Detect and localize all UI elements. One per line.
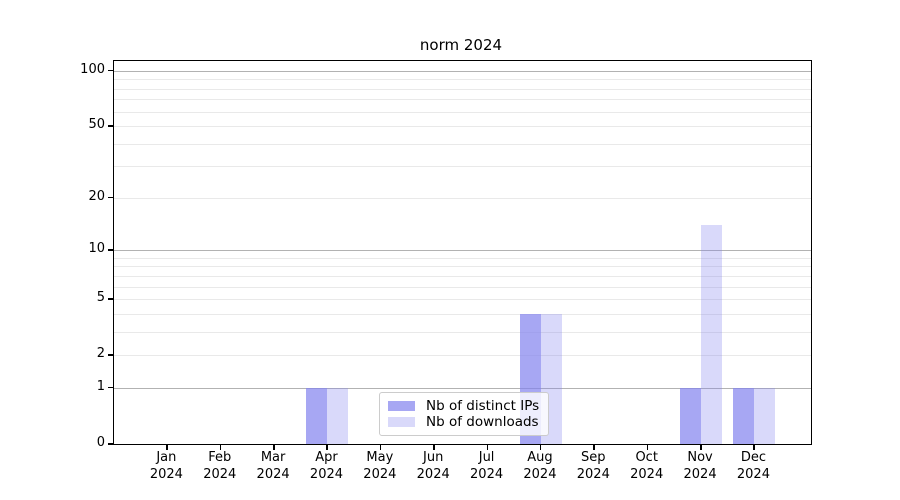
x-tick-mark <box>326 444 328 450</box>
y-tick-label: 5 <box>96 290 105 306</box>
x-tick-mark <box>753 444 755 450</box>
x-tick-year: 2024 <box>363 466 397 482</box>
y-tick-label: 0 <box>96 435 105 450</box>
legend-label: Nb of downloads <box>426 414 539 430</box>
y-tick-mark <box>108 69 113 72</box>
minor-gridline <box>114 126 811 128</box>
x-tick-mark <box>433 444 435 450</box>
x-tick-month: Sep <box>581 450 606 465</box>
x-tick-month: Oct <box>635 450 658 465</box>
x-tick-month: Apr <box>315 450 338 465</box>
legend-row: Nb of distinct IPs <box>388 398 539 414</box>
x-tick-label: Sep 2024 <box>558 450 628 484</box>
bar-downloads <box>327 387 349 444</box>
y-tick-label: 1 <box>96 378 105 394</box>
bar-downloads <box>701 225 723 444</box>
y-tick-label: 10 <box>88 241 105 257</box>
x-tick-label: Apr 2024 <box>291 450 361 484</box>
x-tick-month: Jul <box>478 450 495 465</box>
x-tick-month: Dec <box>740 450 766 465</box>
minor-gridline <box>114 257 811 259</box>
x-tick-mark <box>700 444 702 450</box>
bar-distinct-ips <box>733 387 755 444</box>
x-tick-year: 2024 <box>203 466 237 482</box>
minor-gridline <box>114 111 811 113</box>
x-tick-label: Nov 2024 <box>665 450 735 484</box>
x-tick-mark <box>379 444 382 450</box>
legend-row: Nb of downloads <box>388 414 539 430</box>
minor-gridline <box>114 99 811 101</box>
y-tick-mark <box>108 196 113 199</box>
major-gridline <box>114 250 811 252</box>
x-tick-month: Feb <box>208 450 232 465</box>
x-tick-mark <box>646 444 649 450</box>
x-tick-label: Oct 2024 <box>612 450 682 484</box>
minor-gridline <box>114 331 811 333</box>
x-tick-mark <box>539 444 542 450</box>
bar-distinct-ips <box>306 387 328 444</box>
minor-gridline <box>114 197 811 199</box>
major-gridline <box>114 70 811 72</box>
minor-gridline <box>114 286 811 288</box>
x-tick-year: 2024 <box>630 466 664 482</box>
y-tick-label: 2 <box>96 346 105 362</box>
x-tick-month: Nov <box>687 450 713 465</box>
x-tick-year: 2024 <box>576 466 610 482</box>
bar-distinct-ips <box>680 387 702 444</box>
minor-gridline <box>114 143 811 145</box>
x-tick-month: May <box>366 450 394 465</box>
x-tick-label: Aug 2024 <box>505 450 575 484</box>
x-tick-label: Jan 2024 <box>131 450 201 484</box>
y-tick-mark <box>108 443 113 445</box>
y-tick-label: 20 <box>88 188 105 204</box>
x-tick-label: Mar 2024 <box>238 450 308 484</box>
x-tick-year: 2024 <box>523 466 557 482</box>
major-gridline <box>114 387 811 389</box>
x-tick-label: Dec 2024 <box>718 450 788 484</box>
y-tick-label: 50 <box>88 117 105 133</box>
y-tick-mark <box>108 386 113 389</box>
x-tick-mark <box>593 444 595 450</box>
y-tick-mark <box>108 354 113 356</box>
bar-downloads <box>754 387 776 444</box>
minor-gridline <box>114 275 811 277</box>
minor-gridline <box>114 166 811 168</box>
x-tick-year: 2024 <box>683 466 717 482</box>
x-tick-year: 2024 <box>736 466 770 482</box>
chart-title: norm 2024 <box>419 36 503 54</box>
x-tick-label: Feb 2024 <box>185 450 255 484</box>
legend: Nb of distinct IPs Nb of downloads <box>379 392 550 436</box>
x-tick-year: 2024 <box>470 466 504 482</box>
x-tick-year: 2024 <box>256 466 290 482</box>
x-tick-month: Aug <box>527 450 553 465</box>
x-tick-mark <box>273 444 275 450</box>
minor-gridline <box>114 266 811 268</box>
minor-gridline <box>114 79 811 81</box>
minor-gridline <box>114 355 811 357</box>
x-tick-year: 2024 <box>149 466 183 482</box>
minor-gridline <box>114 313 811 315</box>
x-tick-year: 2024 <box>416 466 450 482</box>
x-tick-year: 2024 <box>309 466 344 482</box>
y-tick-label: 100 <box>80 61 105 77</box>
y-tick-mark <box>108 249 113 251</box>
x-tick-label: Jul 2024 <box>452 450 522 484</box>
y-tick-mark <box>108 298 113 300</box>
x-tick-mark <box>166 444 168 450</box>
x-tick-mark <box>219 444 222 450</box>
legend-swatch-distinct-ips <box>388 401 415 411</box>
x-tick-label: Jun 2024 <box>398 450 468 484</box>
minor-gridline <box>114 88 811 90</box>
x-tick-month: Jan <box>156 450 177 465</box>
minor-gridline <box>114 299 811 301</box>
plot-area <box>113 60 812 445</box>
x-tick-month: Jun <box>423 450 444 465</box>
x-tick-month: Mar <box>260 450 286 465</box>
y-tick-mark <box>108 125 113 127</box>
x-tick-label: May 2024 <box>345 450 415 484</box>
x-tick-mark <box>486 444 489 450</box>
legend-label: Nb of distinct IPs <box>426 398 540 414</box>
legend-swatch-downloads <box>388 417 415 427</box>
